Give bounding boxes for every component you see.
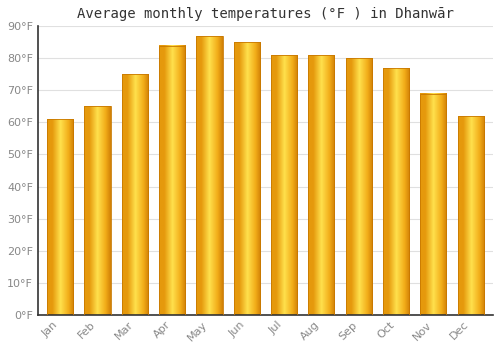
Bar [234,42,260,315]
Bar [346,58,372,315]
Bar [122,74,148,315]
Bar [47,119,74,315]
Bar [308,55,334,315]
Bar [84,106,110,315]
Bar [420,93,446,315]
Title: Average monthly temperatures (°F ) in Dhanwār: Average monthly temperatures (°F ) in Dh… [77,7,454,21]
Bar [196,36,222,315]
Bar [458,116,483,315]
Bar [271,55,297,315]
Bar [383,68,409,315]
Bar [159,46,185,315]
